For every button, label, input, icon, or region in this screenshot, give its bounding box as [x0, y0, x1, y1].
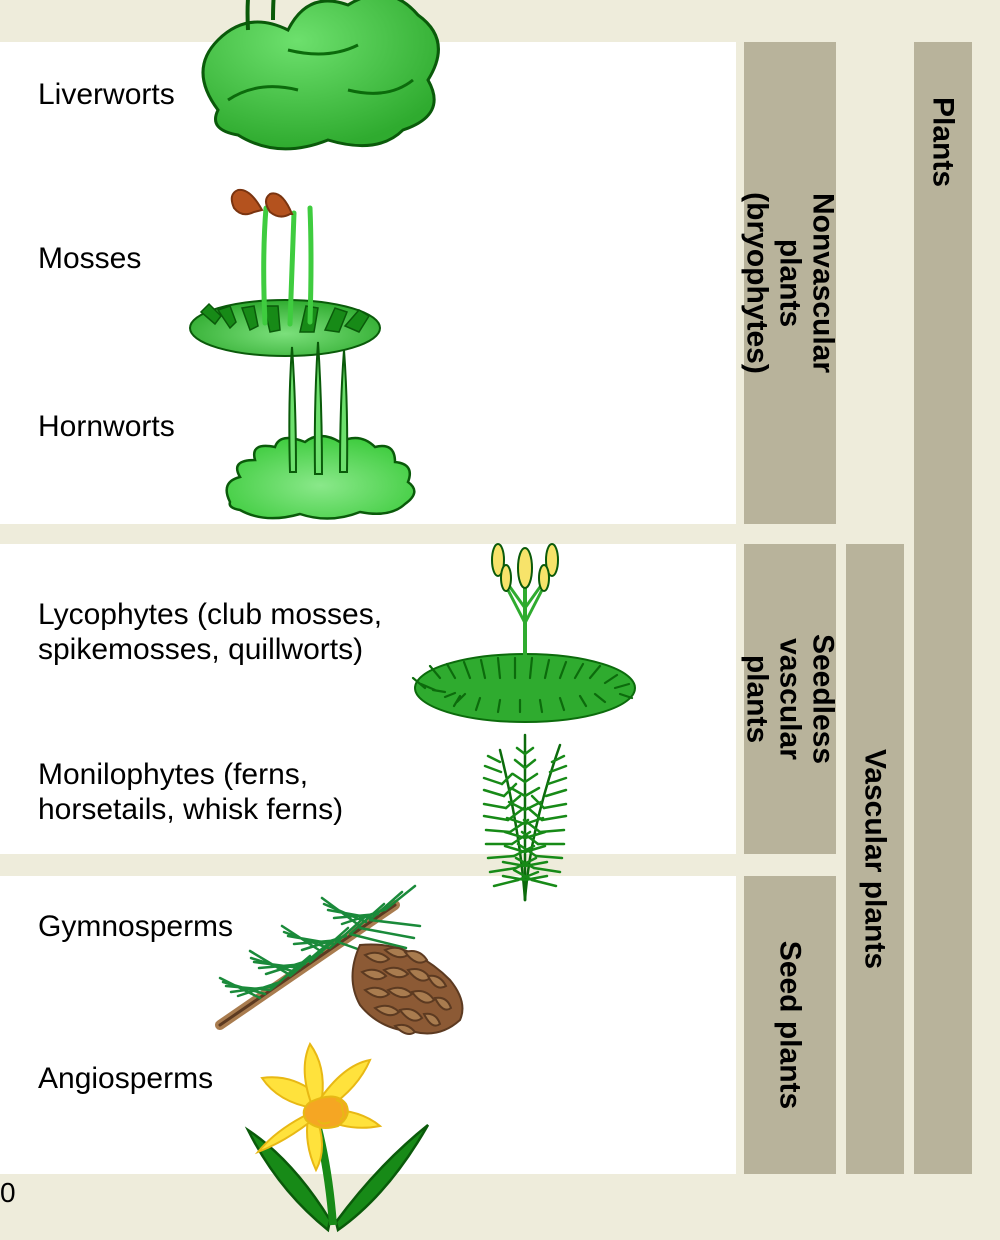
bracket-label-plants: Plants: [927, 97, 960, 187]
bracket-seed-plants: Seed plants: [744, 876, 836, 1174]
bracket-plants: Plants: [914, 42, 972, 1174]
label-liverworts: Liverworts: [38, 78, 175, 113]
plant-classification-diagram: Nonvascular plants (bryophytes) Seedless…: [0, 0, 1000, 1229]
bracket-label-seed-plants: Seed plants: [774, 941, 807, 1109]
bracket-label-vascular-plants: Vascular plants: [859, 749, 892, 969]
liverwort-icon: [178, 0, 458, 160]
angiosperm-icon: [218, 1030, 448, 1240]
axis-zero-label: 0: [0, 1177, 16, 1209]
label-lycophytes: Lycophytes (club mosses, spikemosses, qu…: [38, 598, 382, 667]
bracket-label-seedless-vascular: Seedless vascular plants: [741, 519, 840, 879]
label-angiosperms: Angiosperms: [38, 1062, 213, 1097]
lycophyte-icon: [400, 518, 650, 728]
label-hornworts: Hornworts: [38, 410, 175, 445]
label-gymnosperms: Gymnosperms: [38, 910, 233, 945]
bracket-nonvascular: Nonvascular plants (bryophytes): [744, 42, 836, 524]
hornwort-icon: [210, 332, 430, 532]
label-monilophytes: Monilophytes (ferns, horsetails, whisk f…: [38, 758, 343, 827]
label-mosses: Mosses: [38, 242, 141, 277]
moss-icon: [170, 168, 400, 358]
bracket-label-nonvascular: Nonvascular plants (bryophytes): [741, 103, 840, 463]
bracket-vascular-plants: Vascular plants: [846, 544, 904, 1174]
bracket-seedless-vascular: Seedless vascular plants: [744, 544, 836, 854]
gymnosperm-icon: [210, 870, 490, 1050]
